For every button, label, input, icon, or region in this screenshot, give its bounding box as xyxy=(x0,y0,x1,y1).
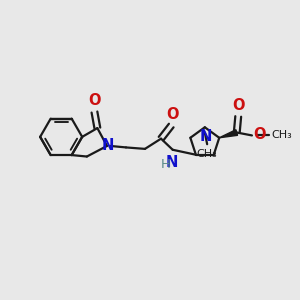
Text: N: N xyxy=(199,129,212,144)
Text: N: N xyxy=(166,155,178,170)
Text: O: O xyxy=(254,127,266,142)
Text: N: N xyxy=(102,138,114,153)
Text: H: H xyxy=(161,158,171,171)
Polygon shape xyxy=(219,130,238,138)
Text: O: O xyxy=(88,93,101,108)
Text: CH₃: CH₃ xyxy=(272,130,292,140)
Text: CH₃: CH₃ xyxy=(197,149,218,160)
Text: O: O xyxy=(166,107,179,122)
Text: O: O xyxy=(232,98,245,113)
